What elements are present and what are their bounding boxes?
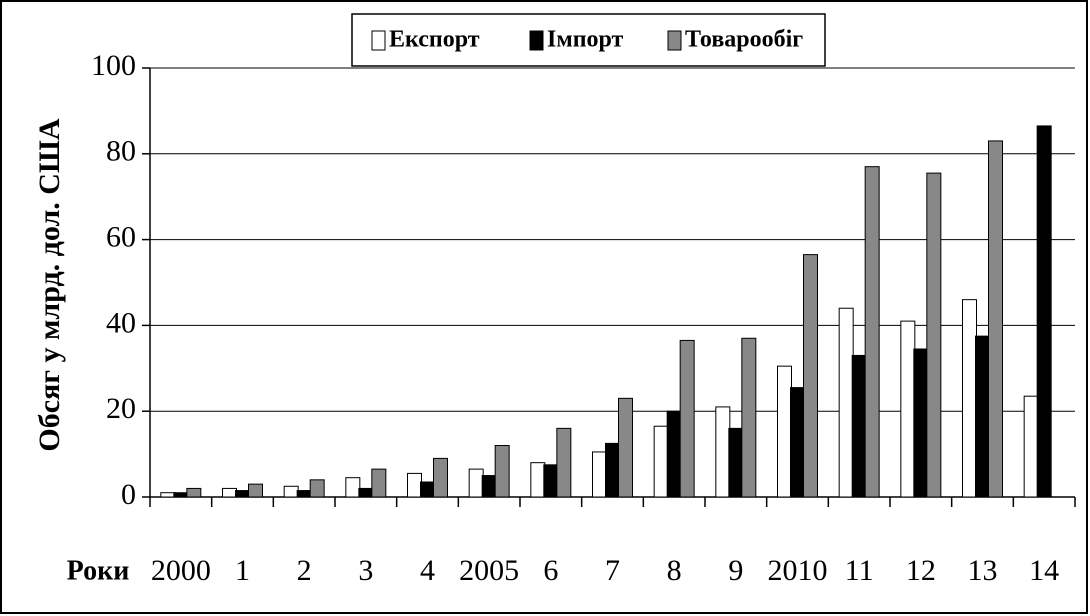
bar [235, 490, 250, 498]
bar [975, 335, 990, 498]
bar [556, 427, 572, 498]
bar [186, 487, 202, 498]
bar [803, 254, 818, 498]
x-tick-label: 11 [845, 554, 874, 587]
x-tick-label: 2010 [768, 554, 828, 587]
x-tick-label: 3 [358, 554, 373, 587]
bar [988, 140, 1003, 498]
y-tick-label: 40 [106, 306, 136, 339]
x-tick-label: 8 [667, 554, 682, 587]
x-tick-label: 6 [543, 554, 558, 587]
x-tick-label: 1 [235, 554, 250, 587]
x-tick-label: 14 [1029, 554, 1059, 587]
bar [494, 445, 510, 498]
bar [926, 172, 942, 498]
y-tick-label: 60 [106, 220, 136, 253]
bar [777, 365, 792, 498]
legend-swatch [529, 30, 544, 51]
legend-swatch [371, 30, 386, 51]
legend-box [351, 13, 826, 67]
bar [1036, 125, 1052, 498]
bar [1023, 395, 1039, 498]
y-tick-label: 0 [121, 478, 136, 511]
bar [407, 472, 422, 498]
bar [790, 387, 805, 498]
bar [173, 492, 189, 498]
bar [468, 468, 484, 498]
x-tick-label: 4 [420, 554, 435, 587]
legend-label: Імпорт [547, 27, 624, 53]
legend-swatch [667, 30, 682, 51]
x-tick-label: 9 [728, 554, 743, 587]
bar [728, 427, 744, 498]
x-tick-label: 13 [968, 554, 998, 587]
bar [420, 481, 435, 498]
bar [864, 166, 880, 498]
bar [592, 451, 607, 498]
bar [433, 457, 448, 498]
bar [900, 320, 916, 498]
bar [530, 462, 546, 498]
x-tick-label: 2005 [459, 554, 519, 587]
bar [345, 477, 361, 498]
bar [248, 483, 263, 498]
bar [543, 464, 559, 498]
y-tick-label: 100 [91, 49, 136, 82]
bar [679, 339, 695, 498]
x-tick-label: 12 [906, 554, 936, 587]
bar [605, 442, 620, 498]
x-tick-label: 2000 [151, 554, 211, 587]
legend-label: Експорт [389, 27, 480, 53]
bar [358, 487, 374, 498]
bar [296, 490, 312, 498]
bar [618, 397, 633, 498]
bar [715, 406, 731, 498]
bar [160, 492, 176, 498]
bar [283, 485, 299, 498]
bar [962, 299, 977, 498]
y-axis-title: Обсяг у млрд. дол. США [33, 118, 66, 451]
x-tick-label: 7 [605, 554, 620, 587]
x-tick-label: 2 [297, 554, 312, 587]
bar [309, 479, 325, 498]
bar [371, 468, 387, 498]
bar [481, 475, 497, 498]
bar [222, 487, 237, 498]
x-axis-title: Роки [67, 555, 130, 586]
bar [653, 425, 669, 498]
legend-label: Товарообіг [685, 27, 803, 53]
y-tick-label: 20 [106, 392, 136, 425]
bar [666, 410, 682, 498]
bar [913, 348, 929, 498]
bar [838, 307, 854, 498]
y-tick-label: 80 [106, 135, 136, 168]
bar [851, 354, 867, 498]
bar [741, 337, 757, 498]
